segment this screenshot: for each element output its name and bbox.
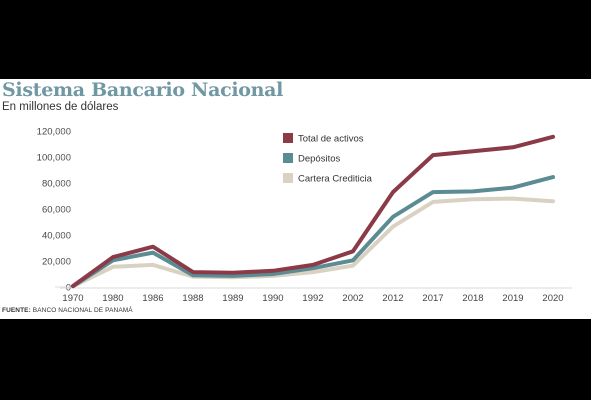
x-axis: 1970 1980 1986 1988 1989 1990 1992 2002 2012 2017… [60,287,572,304]
legend-label: Cartera Crediticia [298,174,373,185]
series-line [71,175,555,289]
x-tick-label: 2018 [462,293,483,304]
y-tick-label: 80,000 [42,179,71,190]
x-tick-label: 1980 [102,293,123,304]
x-tick-label: 2017 [422,293,443,304]
chart-title: Sistema Bancario Nacional [2,79,284,101]
legend-label: Total de activos [298,134,364,145]
series-lines [71,134,555,289]
x-tick-label: 2020 [542,293,563,304]
legend-swatch [283,133,293,143]
x-tick-label: 1990 [262,293,283,304]
y-tick-label: 120,000 [37,127,71,138]
legend-swatch [283,153,293,163]
chart-subtitle: En millones de dólares [2,101,119,113]
x-tick-label: 1970 [62,293,83,304]
series-line [71,134,555,288]
legend: Total de activos Depósitos Cartera Crediti… [283,133,373,185]
y-tick-label: 40,000 [42,231,71,242]
x-tick-label: 2012 [382,293,403,304]
y-tick-label: 20,000 [42,257,71,268]
source-label: FUENTE: [2,307,31,314]
series-line [71,196,555,289]
x-tick-label: 2002 [342,293,363,304]
source-text: BANCO NACIONAL DE PANAMÁ [30,307,133,314]
legend-swatch [283,173,293,183]
source-note: FUENTE: BANCO NACIONAL DE PANAMÁ [2,307,133,314]
y-tick-label: 60,000 [42,205,71,216]
x-tick-label: 1988 [182,293,203,304]
line-chart: 020,00040,00060,00080,000100,000120,000 … [37,127,572,304]
legend-label: Depósitos [298,154,340,165]
y-tick-label: 100,000 [37,153,71,164]
x-tick-label: 1992 [302,293,323,304]
x-tick-label: 1986 [142,293,163,304]
x-tick-label: 2019 [502,293,523,304]
x-tick-label: 1989 [222,293,243,304]
